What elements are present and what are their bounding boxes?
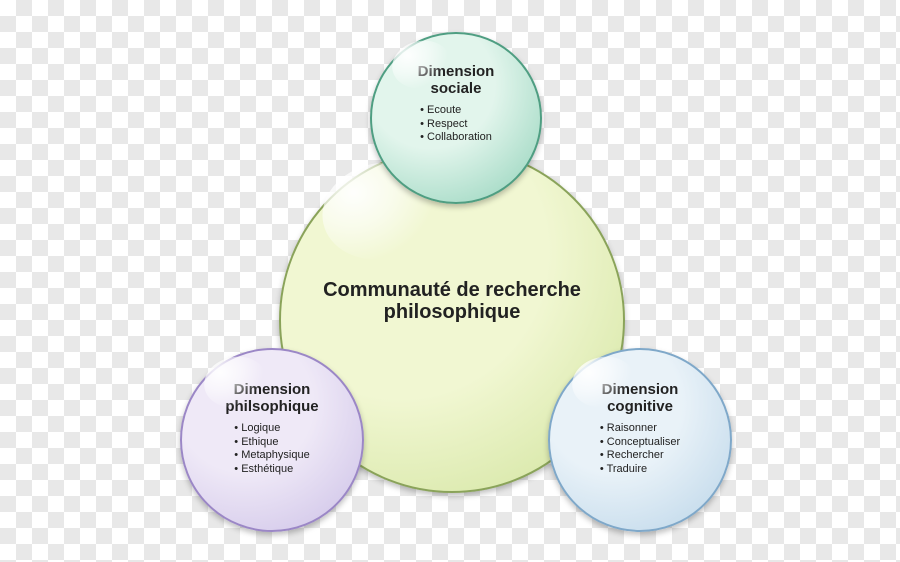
title-line: philsophique: [225, 398, 318, 415]
list-item: Ecoute: [420, 104, 492, 118]
satellite-cognitive-title: Dimension cognitive: [568, 382, 712, 416]
list-item: Esthétique: [234, 463, 309, 477]
title-line: Dimension: [418, 63, 495, 80]
list-item: Logique: [234, 422, 309, 436]
title-line: cognitive: [607, 398, 673, 415]
list-item: Ethique: [234, 436, 309, 450]
title-line: sociale: [431, 80, 482, 97]
satellite-sociale-title: Dimension sociale: [389, 64, 523, 98]
satellite-sociale-items: Ecoute Respect Collaboration: [420, 104, 492, 145]
list-item: Metaphysique: [234, 449, 309, 463]
center-content: Communauté de recherche philosophique: [315, 279, 589, 328]
list-item: Traduire: [600, 463, 680, 477]
diagram-stage: Communauté de recherche philosophique Di…: [0, 0, 900, 562]
list-item: Respect: [420, 118, 492, 132]
satellite-philosophique-title: Dimension philsophique: [200, 382, 344, 416]
satellite-sociale-content: Dimension sociale Ecoute Respect Collabo…: [389, 64, 523, 145]
satellite-cognitive-content: Dimension cognitive Raisonner Conceptual…: [568, 382, 712, 477]
satellite-cognitive-items: Raisonner Conceptualiser Rechercher Trad…: [600, 422, 680, 477]
list-item: Conceptualiser: [600, 436, 680, 450]
title-line: Dimension: [234, 381, 311, 398]
satellite-philosophique-content: Dimension philsophique Logique Ethique M…: [200, 382, 344, 477]
satellite-sociale: Dimension sociale Ecoute Respect Collabo…: [370, 32, 542, 204]
list-item: Collaboration: [420, 131, 492, 145]
satellite-philosophique-items: Logique Ethique Metaphysique Esthétique: [234, 422, 309, 477]
title-line: Dimension: [602, 381, 679, 398]
satellite-philosophique: Dimension philsophique Logique Ethique M…: [180, 348, 364, 532]
list-item: Rechercher: [600, 449, 680, 463]
center-title: Communauté de recherche philosophique: [315, 279, 589, 324]
satellite-cognitive: Dimension cognitive Raisonner Conceptual…: [548, 348, 732, 532]
list-item: Raisonner: [600, 422, 680, 436]
